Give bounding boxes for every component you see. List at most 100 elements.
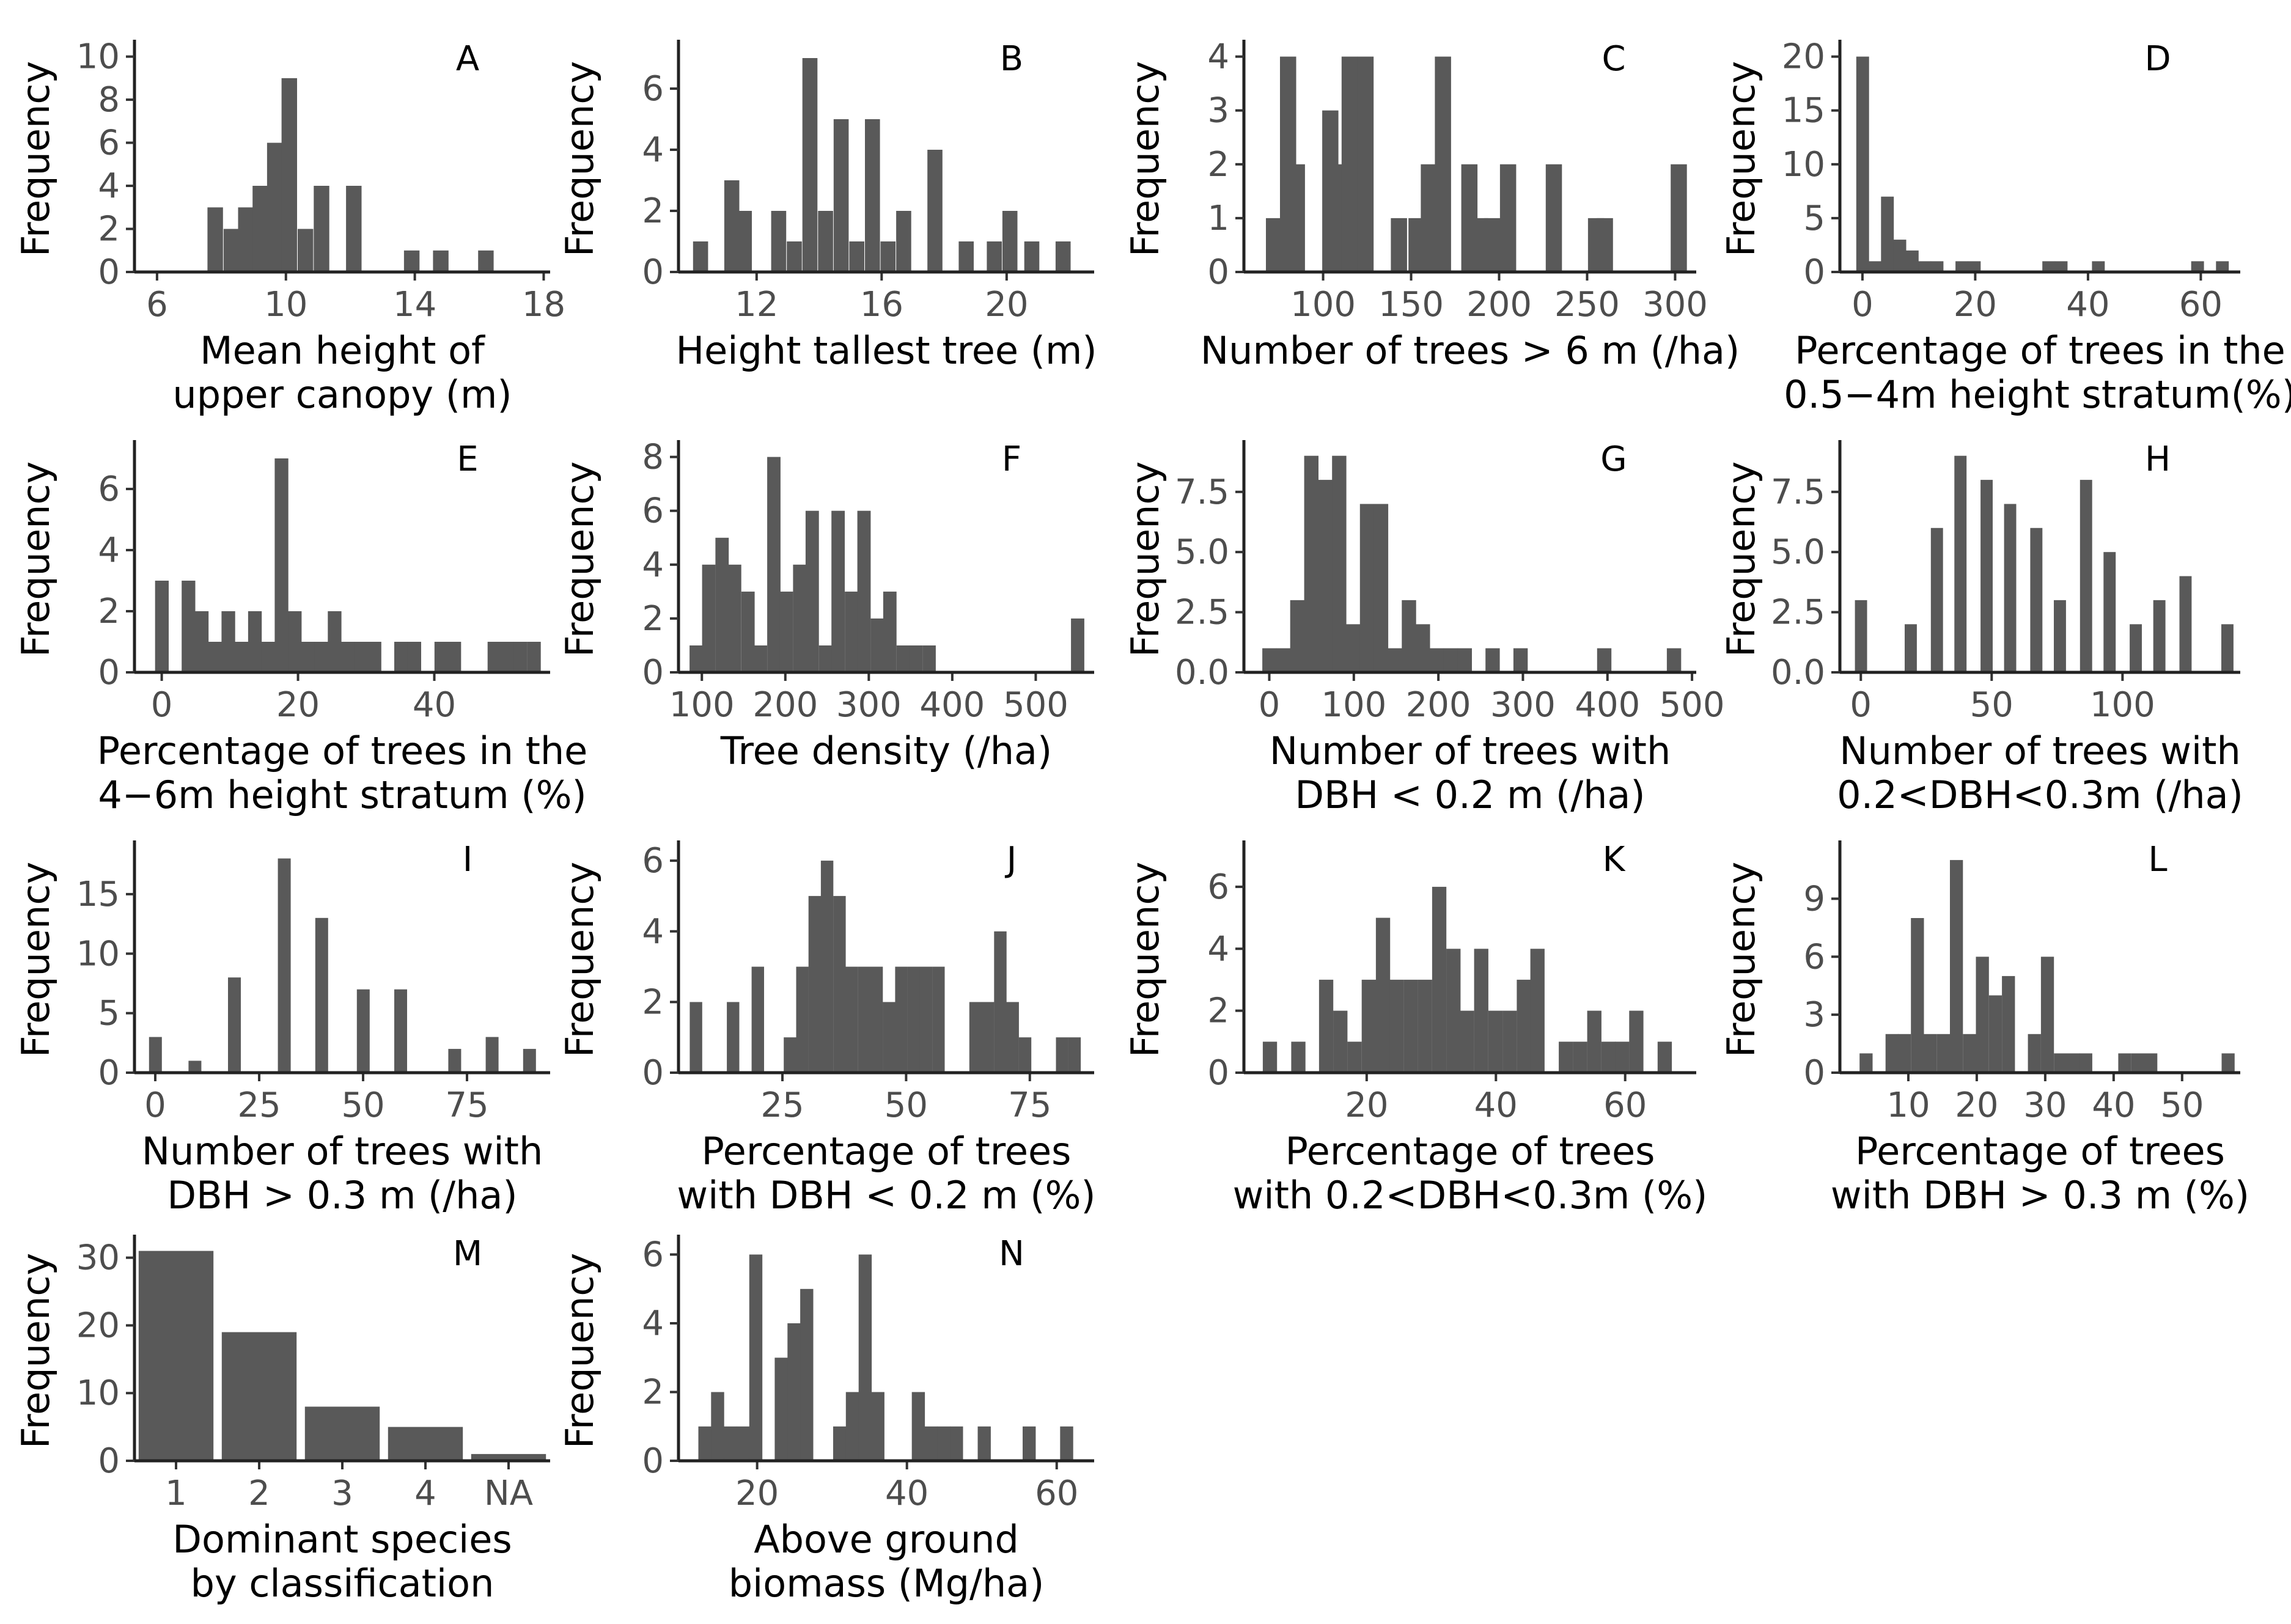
- bar-k-8: [1403, 979, 1418, 1073]
- y-tick-label: 0: [1803, 1053, 1825, 1093]
- bar-k-25: [1657, 1042, 1672, 1073]
- x-tick-label: 60: [2179, 285, 2223, 325]
- bar-m-4: [388, 1427, 463, 1461]
- x-tick-label: 200: [1466, 285, 1532, 325]
- x-tick-label: 400: [1575, 685, 1640, 725]
- x-tick-label: 20: [985, 285, 1028, 325]
- y-tick-label: 0: [642, 653, 664, 693]
- bar-a-9: [403, 250, 420, 272]
- x-tick-label: 200: [752, 685, 818, 725]
- bar-n-15: [911, 1392, 925, 1461]
- bar-f-11: [831, 510, 845, 672]
- x-tick-label: 400: [919, 685, 985, 725]
- x-tick-label: 12: [735, 285, 778, 325]
- x-tick-label: 50: [341, 1086, 384, 1125]
- bar-e-0: [155, 581, 169, 672]
- bar-l-1: [1885, 1034, 1899, 1073]
- bar-f-12: [845, 591, 858, 672]
- y-tick-label: 4: [642, 130, 664, 170]
- x-tick-label: 20: [1955, 1086, 1998, 1125]
- x-axis-title-line: Mean height of: [200, 328, 486, 373]
- y-axis-title: Frequency: [1123, 862, 1168, 1057]
- y-tick-label: 10: [76, 1373, 120, 1413]
- bar-k-3: [1333, 1010, 1348, 1073]
- y-tick-label: 6: [642, 841, 664, 881]
- bar-a-11: [478, 250, 494, 272]
- y-tick-label: 4: [1207, 929, 1229, 969]
- x-tick-label: 40: [885, 1474, 929, 1513]
- bar-j-13: [907, 966, 920, 1073]
- bar-j-7: [833, 895, 846, 1073]
- panel-e: 0 20 40 0 2 4 6 Frequency Percentage of trees in…: [13, 439, 587, 817]
- bar-j-19: [1006, 1002, 1019, 1073]
- bar-i-9: [523, 1049, 536, 1073]
- x-tick-label: 0: [1850, 685, 1872, 725]
- bar-n-18: [950, 1426, 963, 1461]
- y-tick-label: 0: [1207, 252, 1229, 292]
- bar-b-7: [833, 119, 849, 272]
- y-tick-label: 6: [98, 123, 120, 163]
- bar-g-18: [1666, 648, 1682, 672]
- x-tick-label: 75: [1008, 1086, 1051, 1125]
- y-tick-label: 7.5: [1175, 472, 1229, 512]
- bar-e-19: [447, 642, 462, 672]
- bar-f-2: [715, 537, 729, 672]
- y-axis-title: Frequency: [13, 862, 58, 1057]
- bar-l-2: [1897, 1034, 1911, 1073]
- x-tick-label: 0: [1259, 685, 1281, 725]
- bar-a-7: [314, 186, 329, 272]
- x-axis-title-line: Dominant species: [172, 1517, 512, 1562]
- bar-b-12: [927, 150, 943, 272]
- x-axis-title-line: DBH > 0.3 m (/ha): [167, 1173, 517, 1218]
- bar-b-16: [1024, 241, 1040, 272]
- bar-n-21: [1060, 1426, 1073, 1461]
- bar-g-5: [1332, 455, 1347, 672]
- bar-e-4: [221, 611, 235, 672]
- bar-a-8: [346, 186, 362, 272]
- bar-h-2: [1930, 527, 1943, 672]
- x-tick-label: 1: [165, 1474, 187, 1513]
- x-tick-label: 20: [276, 685, 320, 725]
- bar-b-10: [880, 241, 896, 272]
- bar-c-7: [1391, 218, 1407, 272]
- y-tick-label: 2: [642, 1373, 664, 1413]
- bar-l-18: [2131, 1053, 2144, 1073]
- y-tick-label: 2: [1207, 145, 1229, 185]
- bar-n-17: [937, 1426, 951, 1461]
- x-axis-title-line: 0.2<DBH<0.3m (/ha): [1837, 773, 2243, 817]
- x-tick-label: 100: [2090, 685, 2155, 725]
- x-axis-title-line: Number of trees > 6 m (/ha): [1201, 328, 1740, 373]
- x-axis-title-line: DBH < 0.2 m (/ha): [1295, 773, 1645, 817]
- y-tick-label: 10: [1782, 145, 1825, 185]
- panel-letter: B: [1000, 39, 1023, 79]
- bar-e-1: [182, 581, 196, 672]
- bar-k-20: [1573, 1042, 1587, 1073]
- y-tick-label: 15: [76, 875, 120, 914]
- bar-d-4: [1905, 250, 1919, 272]
- bar-j-0: [690, 1002, 702, 1073]
- y-tick-label: 6: [642, 1235, 664, 1275]
- bar-k-13: [1474, 949, 1488, 1073]
- bar-l-20: [2221, 1053, 2235, 1073]
- bar-h-10: [2130, 624, 2142, 672]
- bar-f-7: [779, 591, 793, 672]
- x-tick-label: 0: [151, 685, 173, 725]
- bar-g-15: [1485, 648, 1500, 672]
- bar-e-9: [288, 611, 302, 672]
- panel-letter: L: [2148, 840, 2167, 880]
- y-axis-title: Frequency: [557, 461, 602, 657]
- bar-b-13: [958, 241, 974, 272]
- bar-g-14: [1457, 648, 1472, 672]
- y-tick-label: 30: [76, 1238, 120, 1278]
- bar-d-5: [1918, 261, 1932, 272]
- panel-letter: H: [2145, 439, 2171, 479]
- bar-n-19: [977, 1426, 991, 1461]
- bar-n-6: [774, 1358, 788, 1461]
- x-axis-title-line: Height tallest tree (m): [675, 328, 1097, 373]
- bar-e-22: [513, 642, 528, 672]
- bar-n-1: [711, 1392, 724, 1461]
- bar-j-8: [845, 966, 858, 1073]
- y-tick-label: 2: [642, 599, 664, 639]
- bar-a-5: [281, 78, 297, 273]
